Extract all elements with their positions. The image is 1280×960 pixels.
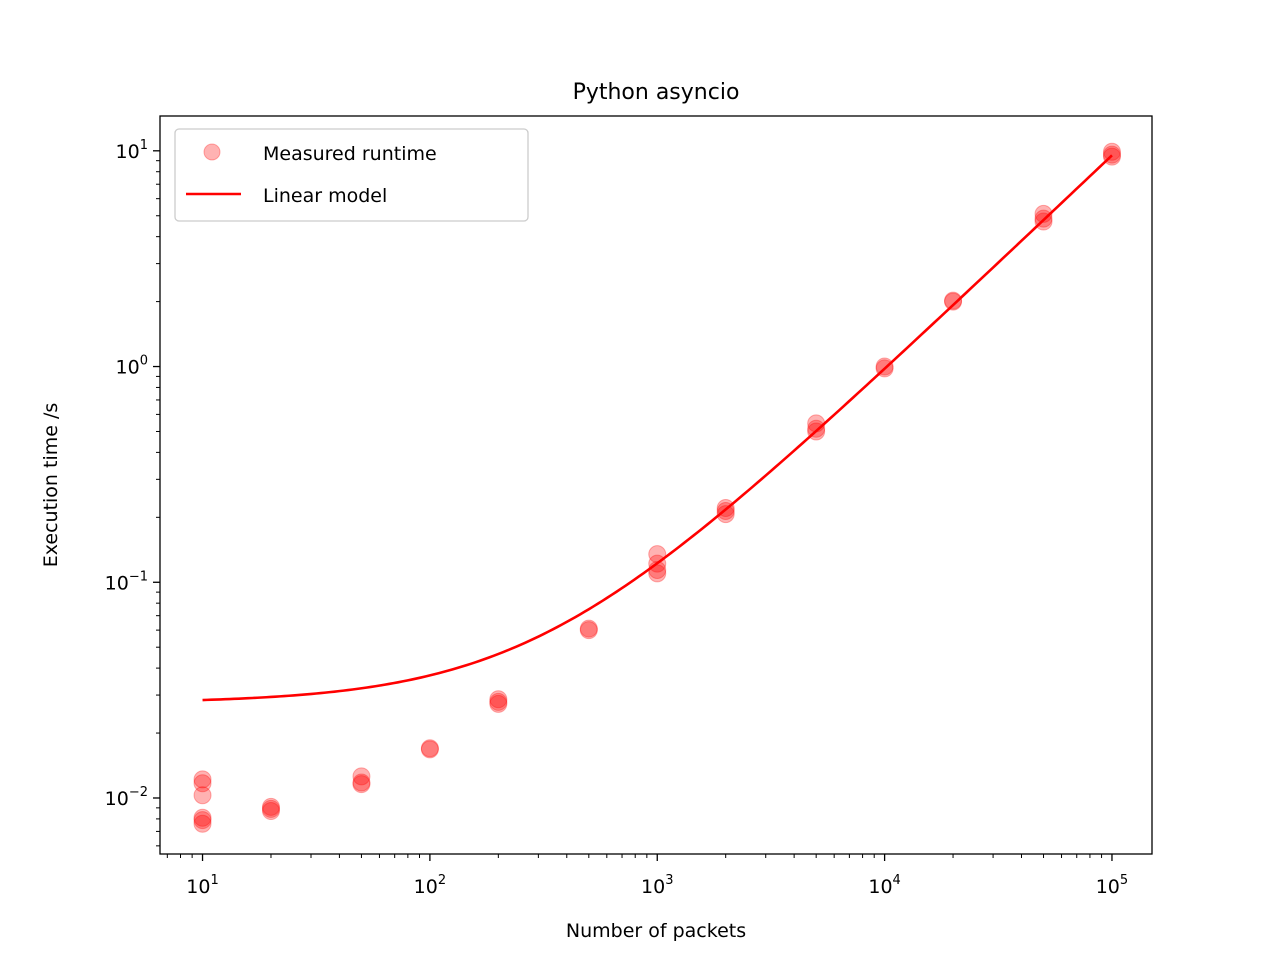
plot-frame (159, 115, 1153, 855)
measured-point (716, 501, 735, 520)
measured-point (1102, 142, 1121, 161)
measured-point (420, 740, 439, 759)
measured-point (648, 545, 667, 564)
measured-point (489, 692, 508, 711)
measured-point (807, 422, 826, 441)
measured-point (875, 359, 894, 378)
measured-point (1034, 212, 1053, 231)
y-tick-label: 10−1 (105, 569, 148, 594)
x-axis-label: Number of packets (566, 920, 746, 942)
legend-label-model: Linear model (263, 185, 387, 207)
measured-point (579, 621, 598, 640)
minor-ticks (156, 160, 1103, 858)
y-axis-label: Execution time /s (40, 403, 62, 568)
measured-point (807, 419, 826, 438)
measured-point (648, 554, 667, 573)
measured-point (944, 291, 963, 310)
y-tick-label: 10−2 (105, 785, 148, 810)
legend: Measured runtime Linear model (174, 128, 529, 222)
plot-area (160, 116, 1152, 854)
measured-point (420, 739, 439, 758)
measured-point (579, 619, 598, 638)
measured-point (716, 505, 735, 524)
measured-point (193, 811, 212, 830)
x-tick-label: 102 (414, 873, 446, 898)
legend-box (174, 128, 529, 222)
measured-point (193, 770, 212, 789)
measured-point (1102, 147, 1121, 166)
measured-point (261, 802, 280, 821)
measured-point (261, 797, 280, 816)
measured-runtime-points (193, 142, 1121, 833)
measured-point (193, 774, 212, 793)
measured-point (1034, 209, 1053, 228)
measured-point (1034, 204, 1053, 223)
chart-title: Python asyncio (573, 80, 740, 105)
measured-point (648, 560, 667, 579)
measured-point (648, 564, 667, 583)
measured-point (352, 773, 371, 792)
legend-marker-measured (203, 143, 221, 161)
measured-point (352, 775, 371, 794)
measured-point (1102, 145, 1121, 164)
measured-point (489, 690, 508, 709)
measured-point (716, 498, 735, 517)
measured-point (193, 786, 212, 805)
measured-point (193, 814, 212, 833)
measured-point (193, 808, 212, 827)
measured-point (352, 767, 371, 786)
linear-model-line (202, 154, 1113, 702)
legend-label-measured: Measured runtime (263, 143, 437, 165)
measured-point (875, 357, 894, 376)
measured-point (261, 799, 280, 818)
measured-point (944, 292, 963, 311)
measured-point (489, 694, 508, 713)
measured-point (807, 414, 826, 433)
